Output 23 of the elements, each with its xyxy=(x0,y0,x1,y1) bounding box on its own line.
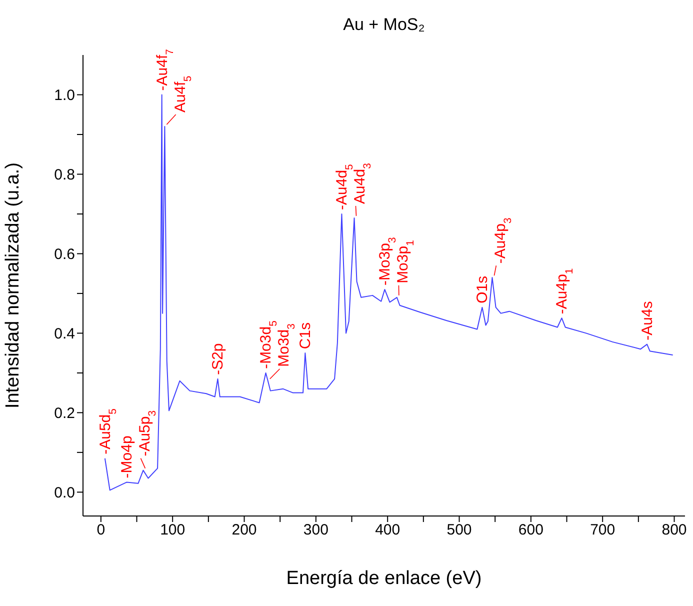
chart-title: Au + MoS₂ xyxy=(343,15,425,34)
x-tick-label: 500 xyxy=(446,522,472,539)
annotation: -Au4s xyxy=(639,301,656,340)
x-tick-label: 100 xyxy=(160,522,186,539)
y-axis-title: Intensidad normalizada (u.a.) xyxy=(2,162,24,409)
y-tick-label: 0.4 xyxy=(54,326,75,343)
x-tick-label: 400 xyxy=(375,522,400,539)
x-tick-label: 800 xyxy=(662,522,687,539)
x-axis-title: Energía de enlace (eV) xyxy=(286,568,482,589)
annotation: -Mo4p xyxy=(118,436,136,478)
y-tick-label: 0.6 xyxy=(54,246,75,264)
y-tick-label: 0.8 xyxy=(54,166,75,184)
x-tick-label: 700 xyxy=(590,522,616,539)
x-tick-label: 300 xyxy=(303,522,328,539)
y-tick-label: 0.2 xyxy=(54,404,75,422)
annotation: C1s xyxy=(297,322,314,350)
x-tick-label: 0 xyxy=(96,522,106,539)
x-tick-label: 200 xyxy=(232,522,257,539)
y-tick-label: 1.0 xyxy=(54,87,75,104)
x-tick-label: 600 xyxy=(518,522,544,539)
annotation: O1s xyxy=(474,276,492,304)
y-tick-label: 0.0 xyxy=(54,484,75,502)
annotation: -S2p xyxy=(210,343,227,375)
